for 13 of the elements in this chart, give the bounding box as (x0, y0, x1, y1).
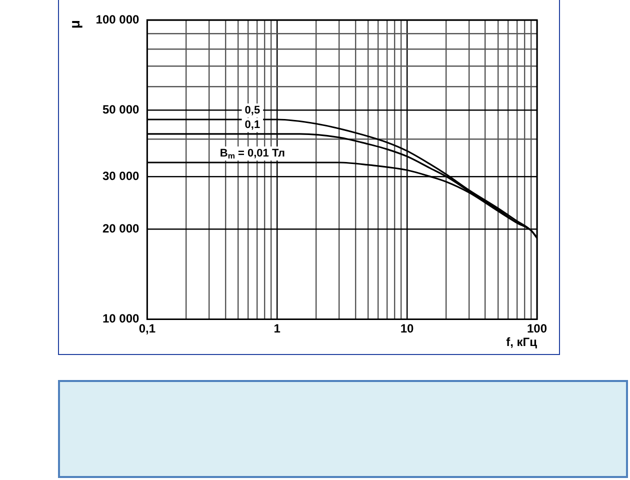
series-label: 0,1 (244, 119, 260, 131)
x-tick-label: 0,1 (138, 322, 156, 336)
x-axis-title: f, кГц (506, 335, 538, 350)
x-tick-label: 10 (400, 322, 414, 336)
x-tick-label: 100 (526, 322, 548, 336)
y-tick-label: 10 000 (102, 312, 140, 326)
y-axis-title: μ (66, 20, 82, 29)
y-tick-label: 100 000 (96, 12, 140, 26)
y-tick-label: 30 000 (102, 168, 140, 183)
y-tick-label: 50 000 (102, 102, 140, 116)
y-tick-label: 20 000 (102, 221, 140, 236)
x-tick-label: 1 (274, 322, 281, 336)
series-label: 0,5 (244, 104, 260, 117)
